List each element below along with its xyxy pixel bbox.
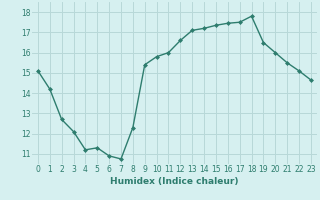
X-axis label: Humidex (Indice chaleur): Humidex (Indice chaleur) (110, 177, 239, 186)
